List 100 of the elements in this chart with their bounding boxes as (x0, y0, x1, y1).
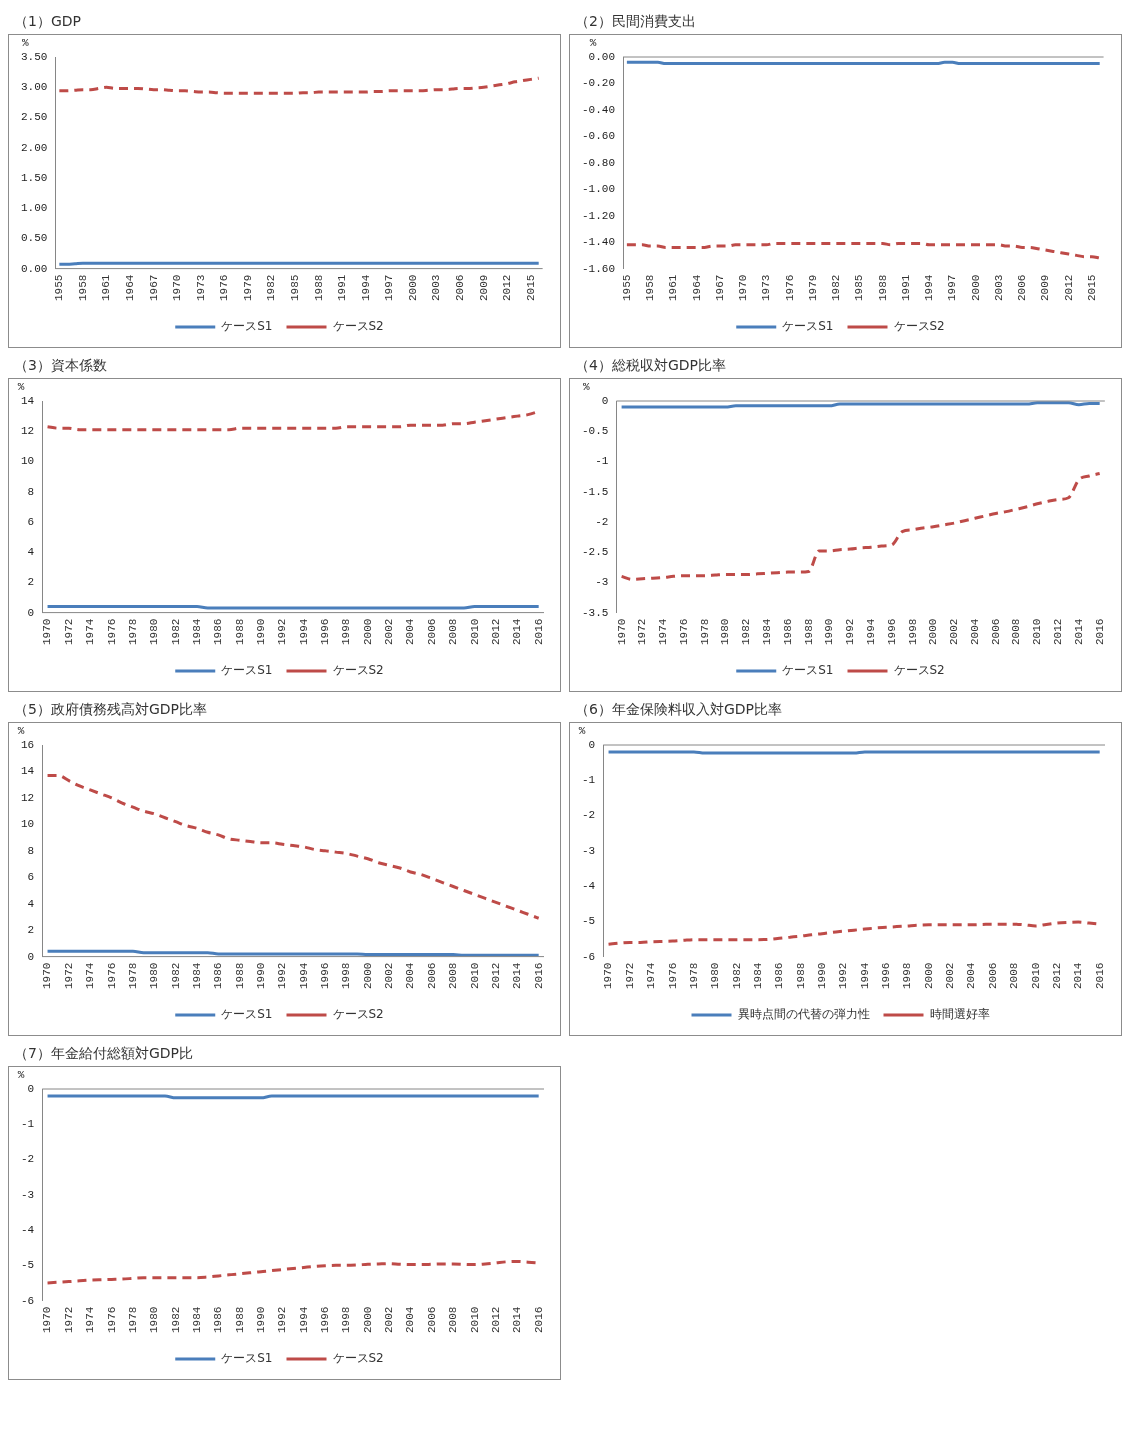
x-tick-label: 2012 (501, 274, 514, 301)
x-tick-label: 1973 (194, 274, 207, 301)
y-tick-label: -3 (595, 576, 609, 589)
x-tick-label: 1958 (76, 274, 89, 301)
x-tick-label: 1974 (645, 962, 658, 989)
x-tick-label: 2012 (1052, 618, 1065, 645)
y-tick-label: -0.40 (581, 103, 616, 116)
x-tick-label: 1998 (340, 618, 353, 645)
x-tick-label: 1996 (319, 962, 332, 989)
y-tick-label: 14 (21, 394, 35, 407)
chart-title: （1）GDP (13, 12, 82, 31)
x-tick-label: 2000 (361, 1306, 374, 1333)
y-tick-label: 12 (21, 791, 35, 804)
x-tick-label: 1972 (62, 618, 75, 645)
y-tick-label: 8 (27, 844, 35, 857)
x-tick-label: 1972 (62, 1306, 75, 1333)
y-tick-label: 1.00 (21, 202, 48, 215)
x-tick-label: 2015 (1085, 274, 1098, 301)
x-tick-label: 1980 (148, 1306, 161, 1333)
y-tick-label: 16 (21, 738, 35, 751)
y-tick-label: -1.20 (581, 209, 616, 222)
y-tick-label: -6 (21, 1294, 35, 1307)
x-tick-label: 1992 (276, 618, 289, 645)
y-axis-title: % (578, 725, 586, 738)
y-tick-label: -6 (582, 950, 596, 963)
y-tick-label: 8 (27, 485, 35, 498)
x-tick-label: 1985 (853, 274, 866, 301)
x-tick-label: 2009 (1039, 274, 1052, 301)
x-tick-label: 2004 (404, 962, 417, 989)
x-tick-label: 1991 (336, 274, 349, 301)
x-tick-label: 1976 (666, 962, 679, 989)
x-tick-label: 2006 (454, 274, 467, 301)
chart-title: （5）政府債務残高対GDP比率 (13, 700, 208, 719)
x-tick-label: 2006 (425, 1306, 438, 1333)
x-tick-label: 1991 (899, 274, 912, 301)
y-tick-label: -2 (582, 809, 596, 822)
chart-title: （4）総税収対GDP比率 (574, 356, 727, 375)
x-tick-label: 2000 (406, 274, 419, 301)
y-tick-label: 6 (27, 515, 35, 528)
y-tick-label: 3.50 (21, 50, 48, 63)
x-tick-label: 1996 (319, 618, 332, 645)
y-tick-label: 0 (601, 394, 609, 407)
x-tick-label: 1961 (667, 274, 680, 301)
x-tick-label: 1997 (946, 274, 959, 301)
x-tick-label: 1967 (147, 274, 160, 301)
x-tick-label: 1970 (41, 618, 54, 645)
x-tick-label: 2000 (361, 962, 374, 989)
x-tick-label: 1990 (254, 618, 267, 645)
x-tick-label: 2006 (1016, 274, 1029, 301)
line-series (620, 472, 1102, 581)
x-tick-label: 1976 (677, 618, 690, 645)
x-tick-label: 1976 (105, 962, 118, 989)
x-tick-label: 1955 (620, 274, 633, 301)
x-tick-label: 2016 (532, 618, 545, 645)
x-tick-label: 1982 (265, 274, 278, 301)
y-tick-label: -1.5 (582, 485, 609, 498)
y-tick-label: 4 (27, 897, 35, 910)
x-tick-label: 1994 (359, 274, 372, 301)
x-tick-label: 2006 (989, 618, 1002, 645)
x-tick-label: 1980 (148, 618, 161, 645)
x-tick-label: 1988 (876, 274, 889, 301)
x-tick-label: 2002 (944, 962, 957, 989)
x-tick-label: 1992 (276, 962, 289, 989)
legend-label: 異時点間の代替の弾力性 (737, 1007, 870, 1022)
y-tick-label: -3.5 (582, 606, 609, 619)
y-tick-label: 0 (27, 950, 35, 963)
legend-label: ケースS2 (332, 663, 384, 678)
line-series (57, 76, 541, 95)
y-tick-label: 0 (588, 738, 596, 751)
x-tick-label: 1970 (737, 274, 750, 301)
x-tick-label: 1978 (687, 962, 700, 989)
y-tick-label: -3 (582, 844, 596, 857)
y-tick-label: 0.00 (588, 50, 616, 63)
x-tick-label: 2004 (968, 618, 981, 645)
x-tick-label: 1974 (84, 618, 97, 645)
x-tick-label: 1958 (644, 274, 657, 301)
y-tick-label: 4 (27, 546, 35, 559)
x-tick-label: 1984 (190, 962, 203, 989)
x-tick-label: 2014 (511, 618, 524, 645)
x-tick-label: 1955 (53, 274, 66, 301)
x-tick-label: 1970 (41, 962, 54, 989)
y-tick-label: -0.5 (582, 425, 609, 438)
y-tick-label: -0.20 (581, 77, 616, 90)
y-tick-label: -4 (21, 1223, 35, 1236)
x-tick-label: 1984 (761, 618, 774, 645)
x-tick-label: 2000 (969, 274, 982, 301)
legend-label: ケースS2 (332, 319, 384, 334)
x-tick-label: 1986 (781, 618, 794, 645)
x-tick-label: 2008 (447, 618, 460, 645)
x-tick-label: 2004 (965, 962, 978, 989)
x-tick-label: 1994 (858, 962, 871, 989)
x-tick-label: 2002 (383, 1306, 396, 1333)
y-tick-label: -5 (21, 1259, 35, 1272)
chart-title: （6）年金保険料収入対GDP比率 (574, 700, 783, 719)
y-tick-label: 14 (21, 765, 35, 778)
x-tick-label: 2015 (524, 274, 537, 301)
x-tick-label: 1978 (698, 618, 711, 645)
x-tick-label: 1980 (148, 962, 161, 989)
x-tick-label: 1964 (123, 274, 136, 301)
x-tick-label: 2010 (468, 1306, 481, 1333)
